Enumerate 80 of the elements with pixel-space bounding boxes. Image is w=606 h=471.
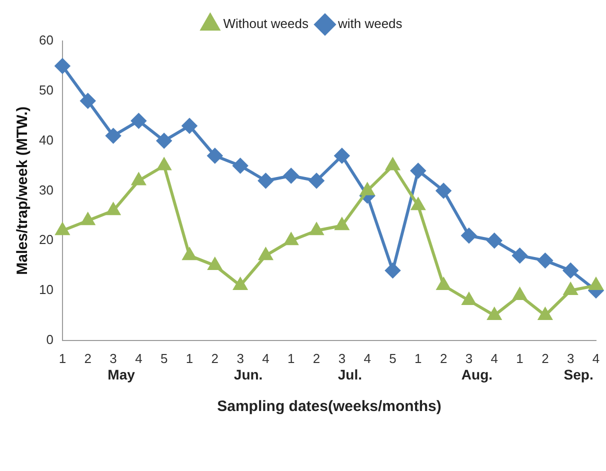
point [81, 213, 95, 226]
x-tick-label: 3 [110, 350, 117, 366]
point [512, 248, 528, 264]
y-axis-title: Males/trap/week (MTW.) [14, 106, 32, 275]
point [436, 278, 450, 290]
y-tick-label: 0 [46, 332, 54, 347]
x-tick-label: 2 [440, 350, 448, 366]
x-tick-label: 2 [542, 350, 549, 366]
point [232, 158, 248, 174]
point [436, 183, 452, 198]
x-axis-title: Sampling dates(weeks/months) [217, 398, 442, 416]
x-tick-label: 4 [490, 350, 498, 366]
x-tick-label: 1 [186, 350, 194, 366]
point [360, 183, 374, 196]
x-tick-label: 5 [389, 350, 396, 366]
point [80, 93, 96, 108]
point [538, 308, 552, 320]
point [564, 283, 578, 295]
point [462, 292, 476, 305]
point [486, 233, 502, 248]
text: Jul. [338, 366, 362, 382]
text: May [108, 366, 136, 382]
point [513, 288, 526, 300]
point [334, 148, 350, 164]
point [156, 133, 172, 148]
point [309, 173, 324, 188]
point [234, 278, 248, 290]
point [54, 58, 70, 74]
point [411, 198, 425, 210]
point [106, 128, 121, 144]
point [386, 158, 400, 170]
point [56, 223, 70, 236]
x-tick-label: 3 [566, 350, 574, 366]
x-tick-label: 3 [236, 350, 244, 366]
point [157, 158, 171, 170]
x-tick-label: 5 [160, 350, 168, 366]
point [131, 113, 146, 128]
x-tick-label: 1 [414, 350, 422, 366]
point [563, 263, 578, 278]
x-tick-label: 1 [516, 350, 524, 366]
point [538, 253, 553, 268]
point [589, 278, 603, 290]
point [461, 228, 476, 244]
point [182, 118, 197, 134]
point [284, 168, 299, 184]
legend-label: with weeds [336, 16, 403, 32]
point [207, 148, 222, 164]
x-tick-label: 2 [211, 350, 219, 366]
x-tick-label: 1 [288, 350, 295, 366]
point [182, 248, 196, 260]
y-tick-label: 60 [38, 32, 54, 48]
x-tick-label: 4 [364, 350, 371, 366]
point [258, 173, 274, 188]
legend-label: Without weeds [223, 16, 309, 32]
x-tick-label: 4 [262, 350, 270, 366]
point [208, 258, 222, 270]
x-tick-label: 3 [465, 350, 473, 366]
text: Aug. [461, 366, 493, 382]
text: Jun. [234, 366, 263, 382]
x-tick-label: 2 [84, 350, 92, 366]
y-tick-label: 50 [38, 82, 54, 98]
x-tick-label: 1 [58, 350, 66, 366]
point [284, 233, 298, 246]
point [259, 248, 272, 260]
x-tick-label: 4 [135, 350, 142, 366]
y-tick-label: 20 [38, 232, 54, 248]
y-tick-label: 40 [38, 132, 54, 148]
point [410, 163, 426, 178]
point [335, 218, 349, 230]
y-tick-label: 10 [38, 282, 54, 298]
y-tick-label: 30 [38, 182, 54, 198]
point [488, 308, 502, 320]
point [385, 263, 400, 278]
x-tick-label: 4 [592, 350, 600, 366]
x-tick-label: 2 [312, 350, 320, 366]
x-tick-label: 3 [338, 350, 346, 366]
point [106, 203, 120, 216]
point [310, 223, 324, 236]
text: Sep. [564, 366, 594, 382]
point [132, 173, 146, 186]
